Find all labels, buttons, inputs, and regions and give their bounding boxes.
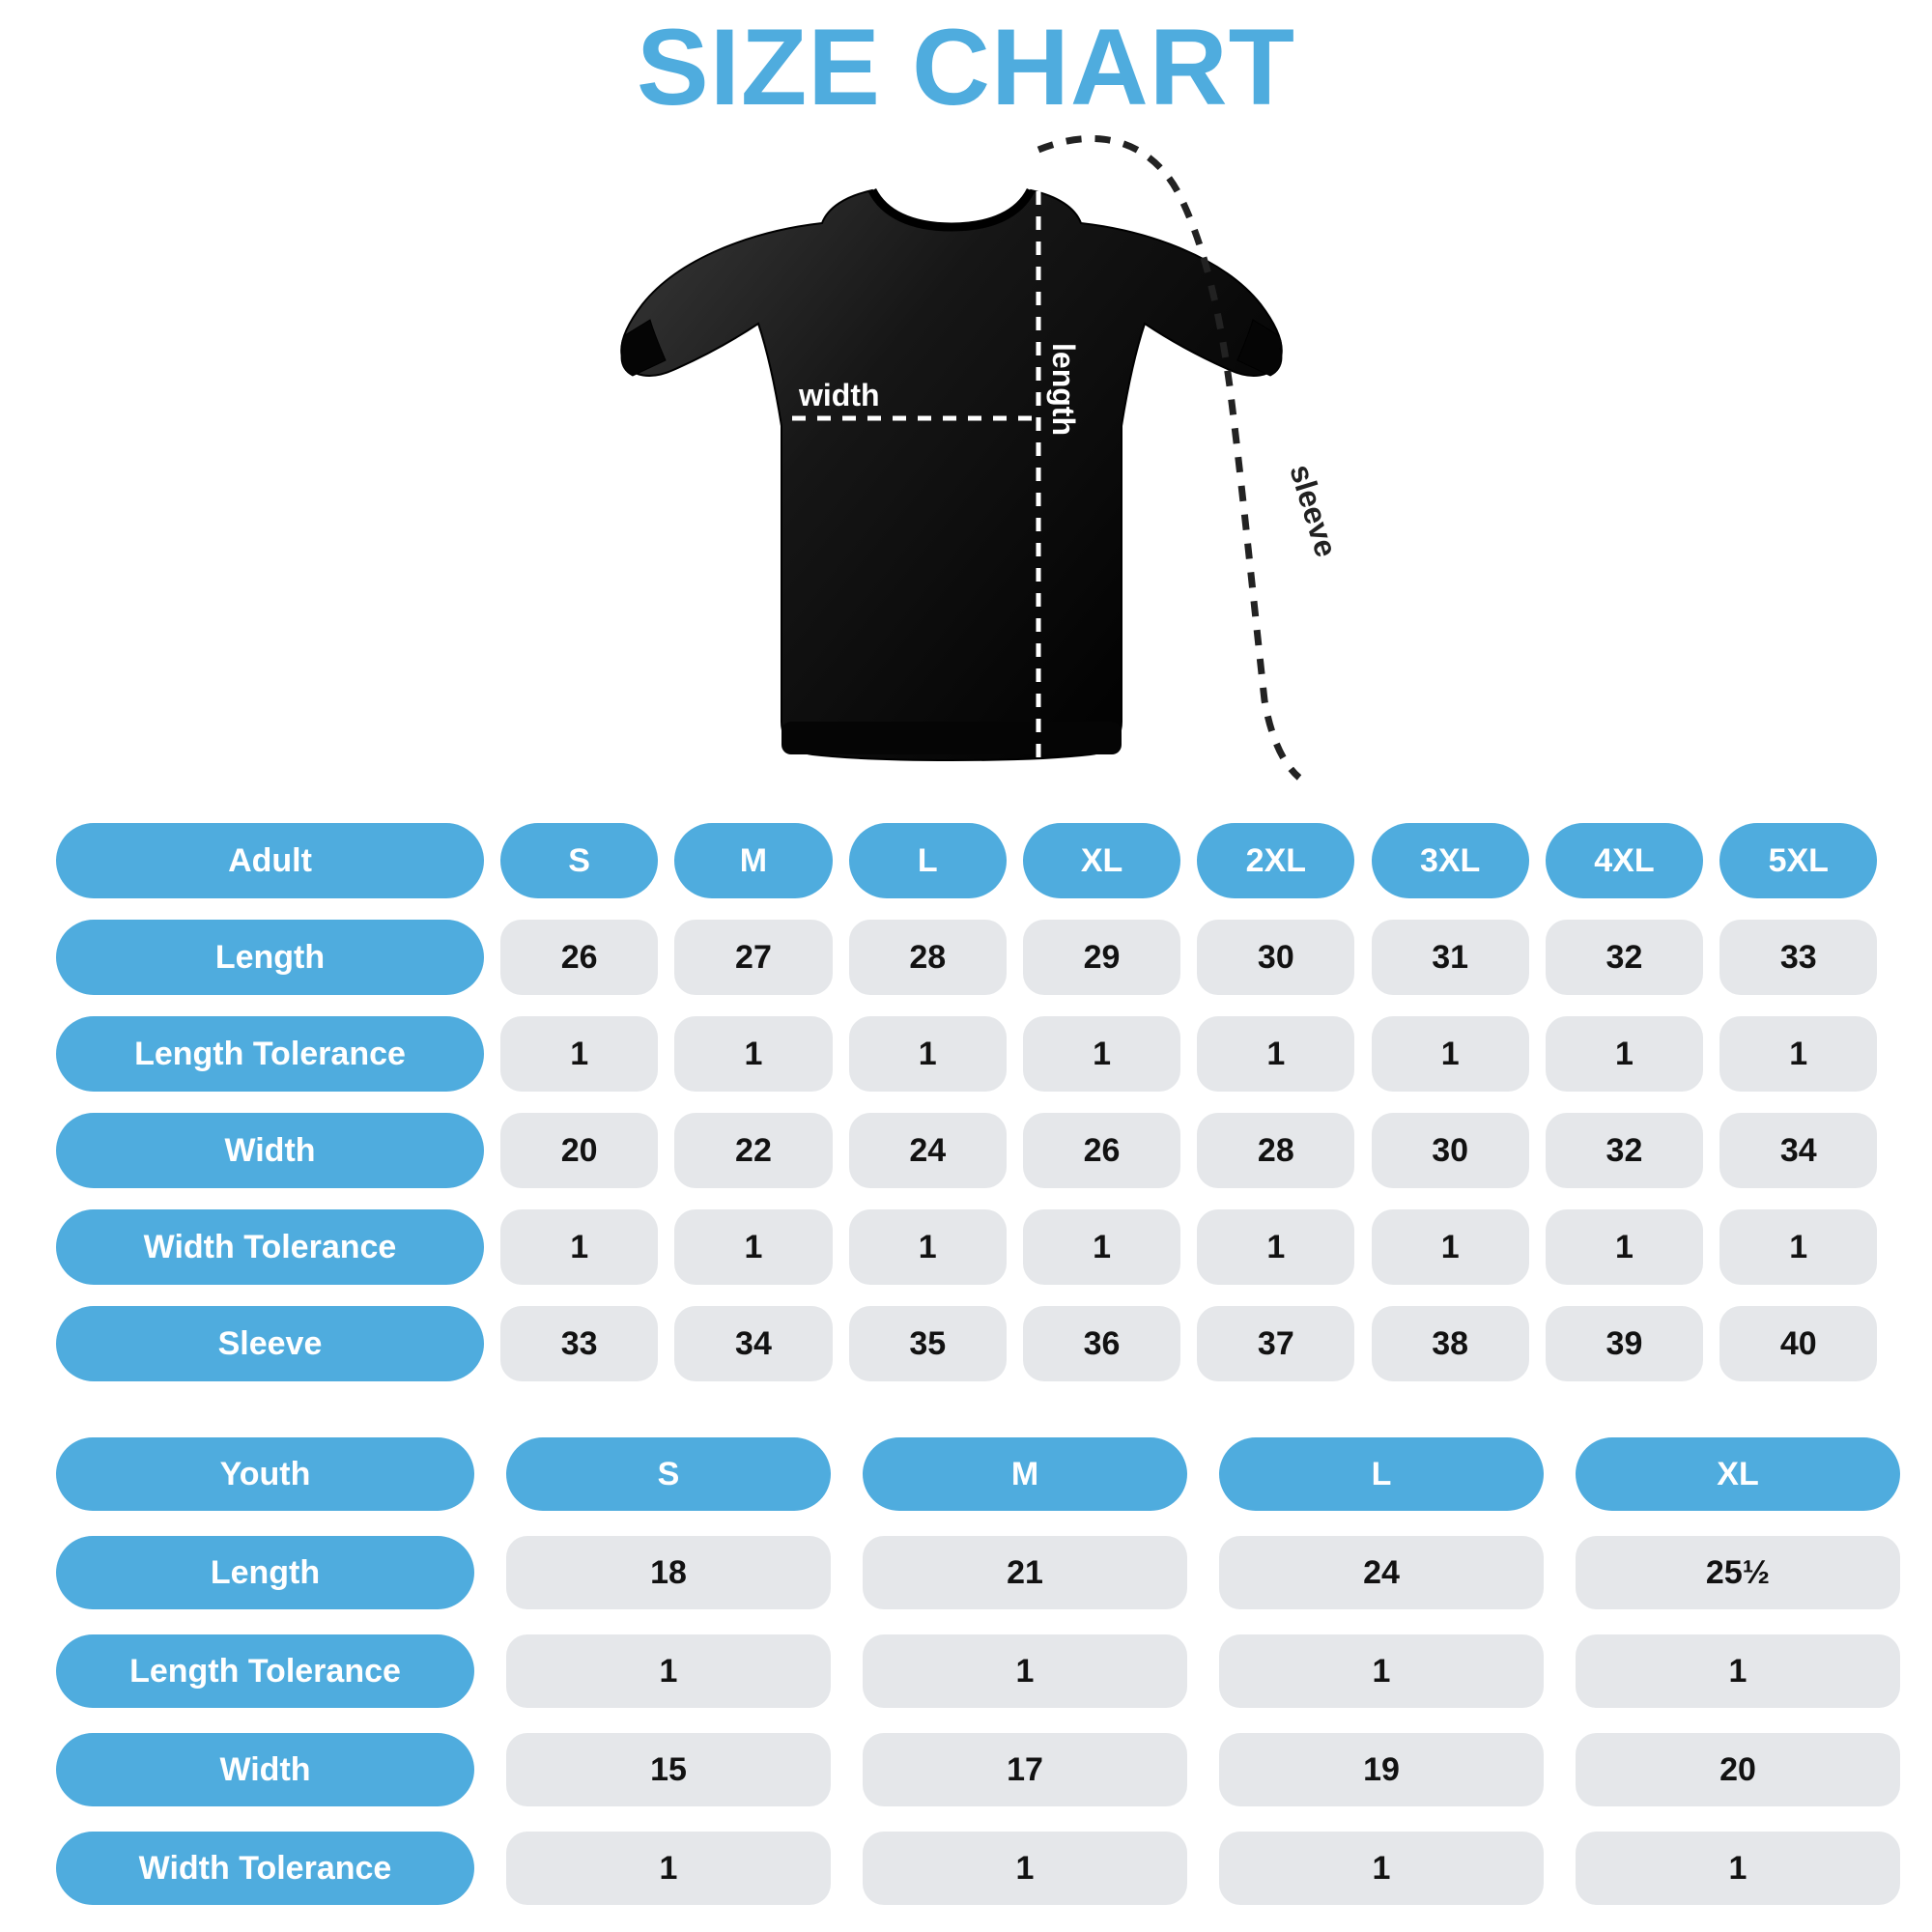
svg-text:width: width	[798, 378, 880, 412]
svg-text:length: length	[1046, 343, 1081, 436]
svg-text:sleeve: sleeve	[1283, 461, 1344, 561]
